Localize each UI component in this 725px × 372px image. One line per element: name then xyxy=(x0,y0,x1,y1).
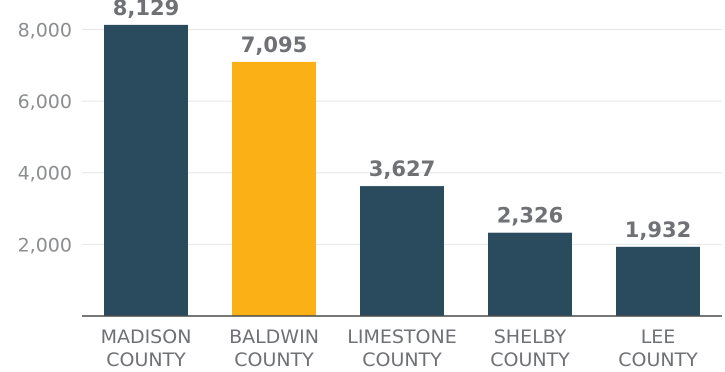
y-axis-ticks: 2,000 4,000 6,000 8,000 xyxy=(18,19,72,256)
bars xyxy=(104,24,700,317)
bar xyxy=(616,246,700,316)
y-tick-label: 2,000 xyxy=(18,234,72,256)
category-label: COUNTY xyxy=(362,349,442,371)
data-label: 1,932 xyxy=(625,218,691,242)
bar xyxy=(488,232,572,316)
data-label: 3,627 xyxy=(369,157,435,181)
bar xyxy=(232,61,316,317)
category-label: COUNTY xyxy=(234,349,314,371)
y-tick-label: 6,000 xyxy=(18,91,72,113)
category-label: SHELBY xyxy=(494,326,567,348)
y-tick-label: 4,000 xyxy=(18,163,72,185)
data-label: 2,326 xyxy=(497,204,563,228)
category-label: MADISON xyxy=(101,326,192,348)
category-label: COUNTY xyxy=(106,349,186,371)
data-label: 8,129 xyxy=(113,0,179,20)
bar xyxy=(104,24,188,316)
data-labels: 8,129 7,095 3,627 2,326 1,932 xyxy=(113,0,691,242)
category-label: LIMESTONE xyxy=(347,326,456,348)
data-label: 7,095 xyxy=(241,33,307,57)
bar xyxy=(360,186,444,316)
category-label: COUNTY xyxy=(618,349,698,371)
category-labels: MADISONCOUNTYBALDWINCOUNTYLIMESTONECOUNT… xyxy=(101,326,699,371)
y-tick-label: 8,000 xyxy=(18,19,72,41)
category-label: COUNTY xyxy=(490,349,570,371)
category-label: LEE xyxy=(641,326,676,348)
category-label: BALDWIN xyxy=(229,326,319,348)
